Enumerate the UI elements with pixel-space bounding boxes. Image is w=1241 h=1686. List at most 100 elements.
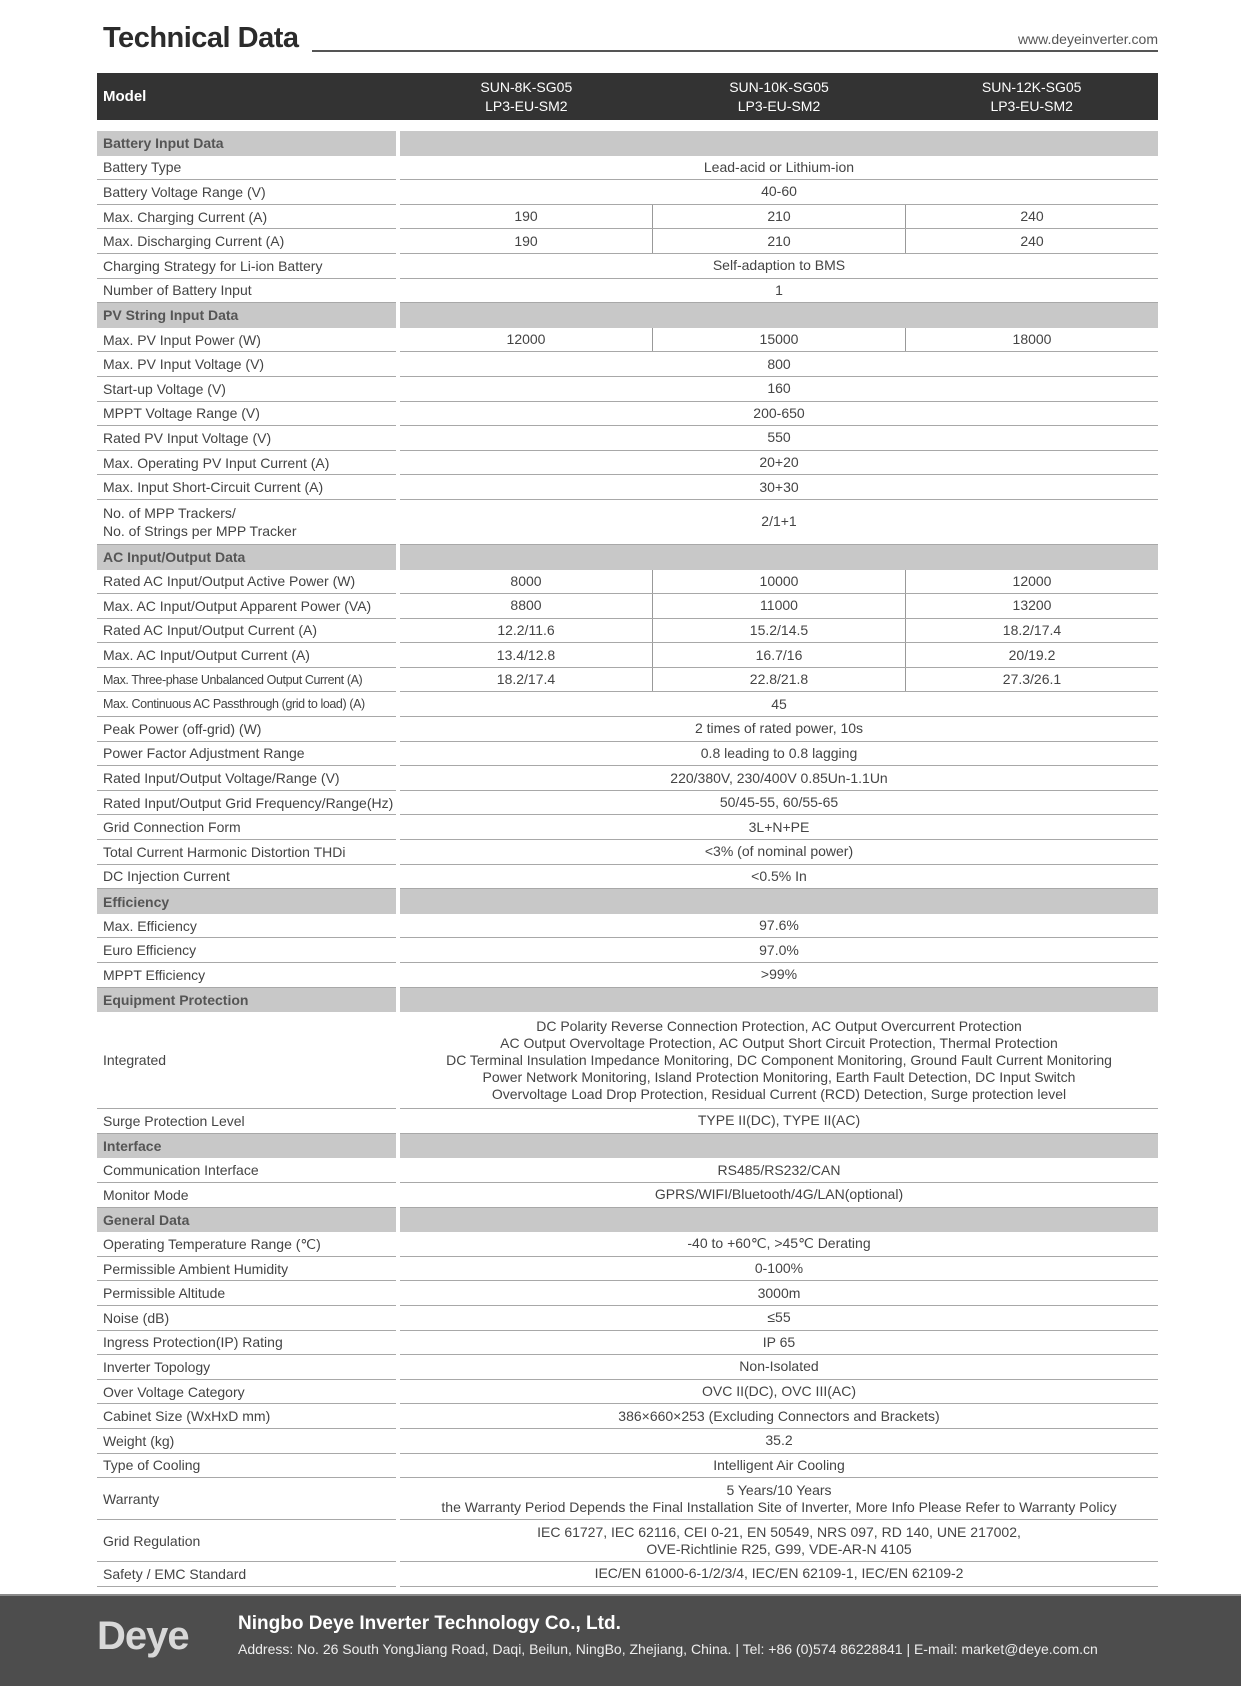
spec-label: Rated Input/Output Voltage/Range (V) (97, 766, 396, 791)
spec-row: Charging Strategy for Li-ion Battery Self… (97, 254, 1158, 279)
spec-value-text: 10000 (759, 572, 799, 589)
spec-values: 35.2 (400, 1429, 1158, 1454)
model-name: SUN-10K-SG05 (729, 78, 829, 95)
spec-label-lines: Max. Input Short-Circuit Current (A) (103, 478, 323, 496)
spec-label-text: Max. AC Input/Output Apparent Power (VA) (103, 597, 372, 614)
model-name: SUN-12K-SG05 (981, 78, 1082, 95)
spec-label-text: Max. Efficiency (103, 917, 197, 934)
model-column: SUN-12K-SG05 LP3-EU-SM2 (905, 78, 1158, 116)
spec-value-text: 1 (775, 281, 783, 298)
model-variant: LP3-EU-SM2 (485, 97, 568, 114)
spec-label: Weight (kg) (97, 1429, 396, 1454)
spec-value-cell: 20+20 (400, 451, 1158, 475)
section-title: PV String Input Data (97, 303, 396, 328)
spec-label-text: Grid Connection Form (103, 819, 241, 836)
website-link[interactable]: www.deyeinverter.com (1017, 31, 1158, 47)
spec-row: Max. Input Short-Circuit Current (A) 30+3… (97, 475, 1158, 500)
spec-label: Noise (dB) (97, 1306, 396, 1331)
spec-value-cell: 210 (652, 204, 905, 229)
spec-label: Permissible Ambient Humidity (97, 1257, 396, 1282)
spec-row: DC Injection Current <0.5% In (97, 865, 1158, 890)
spec-label-lines: Power Factor Adjustment Range (103, 744, 305, 762)
spec-value-cell: OVC II(DC), OVC III(AC) (400, 1380, 1158, 1404)
spec-value-cell: IEC/EN 61000-6-1/2/3/4, IEC/EN 62109-1, … (400, 1562, 1158, 1586)
section-header-fill (400, 987, 1158, 1013)
spec-label-lines: Inverter Topology (103, 1358, 210, 1376)
spec-row: Max. Discharging Current (A) 190 210 240 (97, 229, 1158, 254)
spec-label-text: Rated PV Input Voltage (V) (103, 429, 272, 446)
spec-value-text: Overvoltage Load Drop Protection, Residu… (491, 1085, 1067, 1102)
spec-label-lines: Rated AC Input/Output Current (A) (103, 621, 317, 639)
spec-value-text: 8000 (510, 572, 542, 589)
spec-label: Max. Three-phase Unbalanced Output Curre… (97, 668, 396, 693)
spec-value-cell: 18000 (905, 327, 1158, 352)
spec-value-cell: Intelligent Air Cooling (400, 1454, 1158, 1478)
section-title: Efficiency (97, 889, 396, 914)
spec-row: No. of MPP Trackers/No. of Strings per M… (97, 500, 1158, 545)
spec-label-text: Communication Interface (103, 1162, 259, 1179)
spec-label: Grid Connection Form (97, 815, 396, 841)
spec-value-text: GPRS/WIFI/Bluetooth/4G/LAN(optional) (654, 1186, 904, 1203)
spec-value-text: 15.2/14.5 (749, 621, 809, 638)
spec-value-text: AC Output Overvoltage Protection, AC Out… (500, 1034, 1058, 1051)
spec-label-lines: Grid Regulation (103, 1532, 200, 1550)
spec-values: 2/1+1 (400, 500, 1158, 545)
spec-value-text: 35.2 (765, 1432, 793, 1449)
spec-label-lines: MPPT Efficiency (103, 966, 205, 984)
spec-value-cell: 2/1+1 (400, 500, 1158, 544)
spec-values: 12.2/11.6 15.2/14.5 18.2/17.4 (400, 618, 1158, 644)
spec-value-text: 800 (767, 355, 791, 372)
spec-value-cell: 20/19.2 (905, 643, 1158, 667)
spec-label: Safety / EMC Standard (97, 1562, 396, 1587)
spec-label-lines: Max. Discharging Current (A) (103, 232, 284, 250)
spec-label-text: Rated AC Input/Output Current (A) (103, 622, 317, 639)
spec-value-text: 16.7/16 (755, 646, 803, 663)
spec-value-cell: 0.8 leading to 0.8 lagging (400, 742, 1158, 766)
spec-label: Max. Continuous AC Passthrough (grid to … (97, 692, 396, 718)
spec-label: Rated AC Input/Output Current (A) (97, 619, 396, 644)
spec-value-text: 18.2/17.4 (496, 671, 556, 688)
spec-label-text: Number of Battery Input (103, 282, 252, 299)
spec-label-lines: Max. Efficiency (103, 917, 197, 935)
spec-label-text: Rated Input/Output Voltage/Range (V) (103, 770, 340, 787)
spec-value-cell: 97.6% (400, 914, 1158, 938)
spec-row: Grid Connection Form 3L+N+PE (97, 815, 1158, 841)
spec-label-text: Permissible Ambient Humidity (103, 1260, 289, 1277)
spec-label: Power Factor Adjustment Range (97, 742, 396, 767)
spec-values: 220/380V, 230/400V 0.85Un-1.1Un (400, 766, 1158, 791)
spec-label: Warranty (97, 1478, 396, 1521)
spec-label-text: MPPT Voltage Range (V) (103, 405, 260, 422)
spec-label-text: Start-up Voltage (V) (103, 380, 226, 397)
section-header-row: Interface (97, 1133, 1158, 1159)
model-header-row: Model SUN-8K-SG05 LP3-EU-SM2 SUN-10K-SG05… (97, 73, 1158, 120)
spec-label-lines: Rated AC Input/Output Active Power (W) (103, 572, 355, 590)
spec-value-text: 18000 (1012, 331, 1052, 348)
section-title: General Data (97, 1207, 396, 1233)
spec-label-text: Charging Strategy for Li-ion Battery (103, 257, 323, 274)
section-header-fill (400, 1133, 1158, 1159)
spec-row: Max. AC Input/Output Current (A) 13.4/12.… (97, 643, 1158, 668)
spec-values: OVC II(DC), OVC III(AC) (400, 1380, 1158, 1405)
spec-row: Inverter Topology Non-Isolated (97, 1355, 1158, 1380)
spec-label-lines: Max. Three-phase Unbalanced Output Curre… (103, 671, 363, 689)
spec-value-text: 5 Years/10 Years (726, 1481, 832, 1498)
section-header-row: General Data (97, 1207, 1158, 1233)
spec-values: 40-60 (400, 180, 1158, 205)
spec-label: Max. AC Input/Output Current (A) (97, 643, 396, 668)
spec-value-cell: >99% (400, 963, 1158, 987)
spec-label: Battery Voltage Range (V) (97, 180, 396, 205)
spec-value-cell: 18.2/17.4 (905, 618, 1158, 643)
spec-row: Rated AC Input/Output Current (A) 12.2/11… (97, 618, 1158, 644)
spec-label-lines: Grid Connection Form (103, 818, 241, 836)
spec-label: Max. Operating PV Input Current (A) (97, 451, 396, 476)
spec-value-cell: 15000 (652, 327, 905, 352)
spec-values: IEC/EN 61000-6-1/2/3/4, IEC/EN 62109-1, … (400, 1562, 1158, 1587)
spec-label-lines: No. of MPP Trackers/No. of Strings per M… (103, 504, 296, 540)
spec-label-text: Rated AC Input/Output Active Power (W) (103, 573, 356, 590)
spec-label: Grid Regulation (97, 1520, 396, 1563)
spec-label-text: No. of MPP Trackers/ (103, 504, 236, 521)
spec-label-lines: Noise (dB) (103, 1309, 169, 1327)
spec-value-cell: 800 (400, 352, 1158, 376)
spec-values: 190 210 240 (400, 204, 1158, 230)
spec-row: Rated Input/Output Voltage/Range (V) 220/… (97, 766, 1158, 791)
